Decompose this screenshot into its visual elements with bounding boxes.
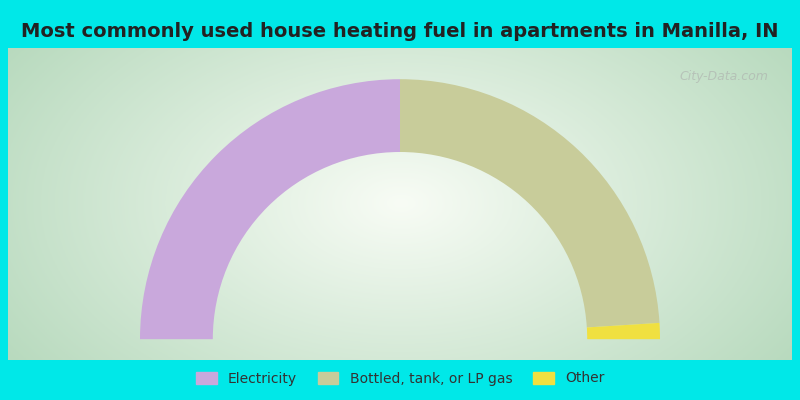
Text: Most commonly used house heating fuel in apartments in Manilla, IN: Most commonly used house heating fuel in… [22, 22, 778, 41]
Wedge shape [140, 79, 400, 339]
Wedge shape [400, 79, 659, 328]
Text: City-Data.com: City-Data.com [680, 70, 769, 83]
Wedge shape [587, 323, 660, 339]
Legend: Electricity, Bottled, tank, or LP gas, Other: Electricity, Bottled, tank, or LP gas, O… [190, 366, 610, 391]
